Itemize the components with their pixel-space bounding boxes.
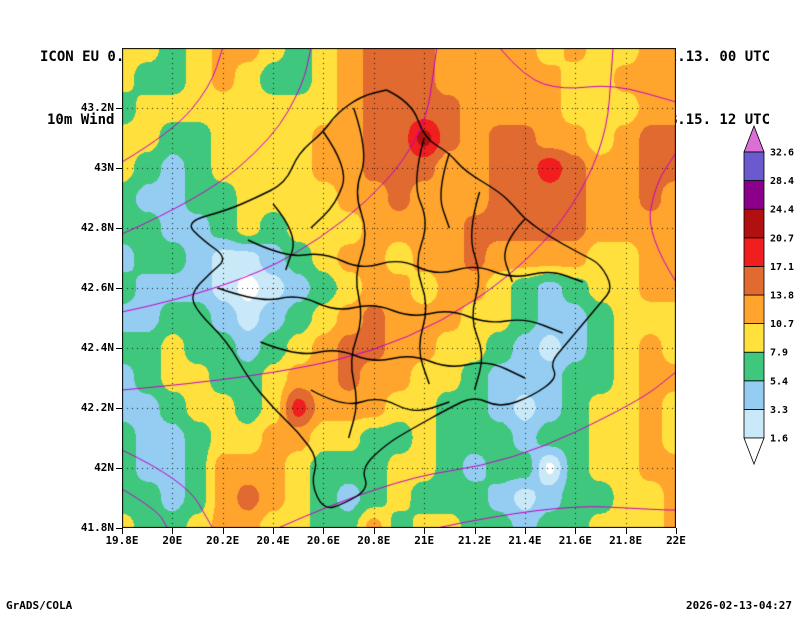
- colorbar-label: 5.4: [770, 376, 788, 387]
- x-axis-label: 21.8E: [609, 534, 643, 547]
- x-axis-tick: [424, 528, 426, 534]
- colorbar-label: 17.1: [770, 262, 794, 273]
- colorbar-label: 13.8: [770, 291, 794, 302]
- wind-field-canvas: [122, 48, 676, 528]
- x-axis-label: 20.8E: [357, 534, 391, 547]
- colorbar-segment: [743, 265, 765, 296]
- grads-credit: GrADS/COLA: [6, 599, 73, 612]
- x-axis-label: 21.6E: [558, 534, 592, 547]
- x-axis-tick: [222, 528, 224, 534]
- y-axis-tick: [116, 528, 122, 529]
- x-axis-tick: [474, 528, 476, 534]
- x-axis-label: 20.6E: [306, 534, 341, 547]
- colorbar-label: 32.6: [770, 148, 794, 159]
- y-axis-label: 41.8N: [80, 521, 114, 534]
- x-axis-label: 21.4E: [508, 534, 542, 547]
- x-axis-tick: [676, 528, 677, 534]
- x-axis-tick: [172, 528, 174, 534]
- colorbar-segment: [743, 351, 765, 382]
- colorbar-segment: [743, 151, 765, 182]
- colorbar-segment: [743, 294, 765, 325]
- colorbar-label: 20.7: [770, 233, 794, 244]
- y-axis-label: 42.4N: [80, 341, 114, 354]
- colorbar-segment: [743, 208, 765, 239]
- colorbar-arrow-above: [743, 124, 765, 153]
- x-axis-tick: [273, 528, 275, 534]
- x-axis-tick: [373, 528, 375, 534]
- x-axis-label: 20.4E: [256, 534, 290, 547]
- x-axis-label: 22E: [666, 534, 686, 547]
- colorbar-segment: [743, 380, 765, 410]
- x-axis-label: 19.8E: [105, 534, 139, 547]
- colorbar-label: 3.3: [770, 405, 788, 416]
- x-axis-tick: [625, 528, 627, 534]
- x-axis-label: 21.2E: [457, 534, 492, 547]
- y-axis-label: 42N: [94, 461, 114, 474]
- colorbar-segment: [743, 237, 765, 267]
- colorbar-arrow-below: [743, 437, 765, 466]
- x-axis-label: 20.2E: [206, 534, 240, 547]
- colorbar-label: 7.9: [770, 348, 788, 359]
- y-axis-label: 42.2N: [80, 401, 114, 414]
- y-axis-label: 42.8N: [80, 221, 114, 234]
- x-axis-tick: [122, 528, 123, 534]
- colorbar-label: 10.7: [770, 319, 794, 330]
- creation-timestamp: 2026-02-13-04:27: [686, 599, 792, 612]
- map-plot-area: [122, 48, 676, 528]
- x-axis-label: 20E: [162, 534, 183, 547]
- colorbar-label: 28.4: [770, 176, 794, 187]
- x-axis-label: 21E: [414, 534, 435, 547]
- x-axis-tick: [575, 528, 577, 534]
- colorbar-label: 1.6: [770, 434, 788, 445]
- colorbar-svg: 1.6 3.3 5.4 7.9 10.7 13.8 17.1 20.7 24.4 28.4 32.6: [743, 124, 794, 466]
- colorbar-segment: [743, 180, 765, 210]
- colorbar-label: 24.4: [770, 205, 794, 216]
- y-axis-label: 42.6N: [80, 281, 114, 294]
- x-axis-tick: [524, 528, 526, 534]
- colorbar-segment: [743, 323, 765, 353]
- x-axis-tick: [323, 528, 325, 534]
- colorbar: 1.6 3.3 5.4 7.9 10.7 13.8 17.1 20.7 24.4 28.4 32.6: [742, 120, 800, 472]
- colorbar-segment: [743, 408, 765, 439]
